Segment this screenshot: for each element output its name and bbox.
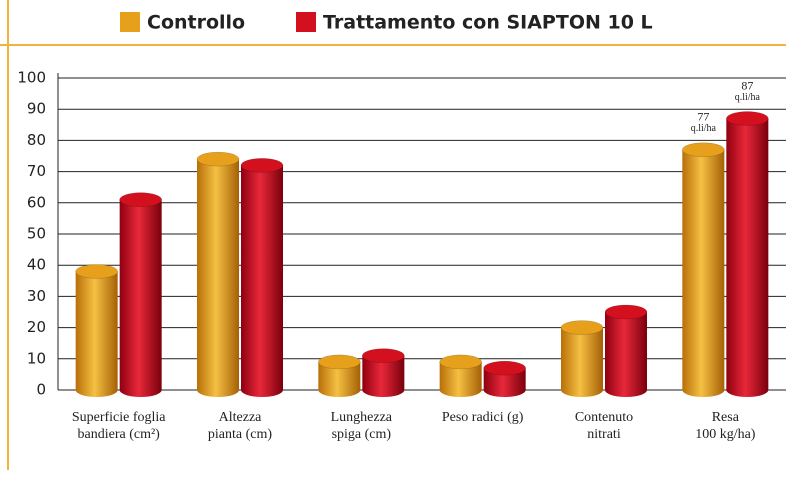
- legend-label: Controllo: [147, 12, 245, 34]
- y-tick-label: 40: [27, 256, 46, 274]
- bar-top: [362, 348, 405, 363]
- bar-body: [197, 159, 239, 390]
- bar-top: [119, 192, 162, 207]
- x-tick-label: Lunghezza: [331, 410, 393, 425]
- x-tick-label: Superficie foglia: [72, 410, 166, 425]
- bar-body: [119, 199, 162, 390]
- bar-body: [561, 327, 603, 390]
- bar: [439, 354, 482, 397]
- bar: [240, 158, 284, 397]
- x-tick-label: spiga (cm): [332, 427, 392, 442]
- bar: [75, 264, 118, 397]
- y-tick-label: 90: [27, 100, 46, 118]
- y-tick-label: 10: [27, 349, 46, 367]
- x-tick-label: Contenuto: [575, 410, 633, 425]
- x-tick-label: bandiera (cm²): [78, 427, 161, 442]
- y-tick-label: 20: [27, 318, 46, 336]
- bar-top: [604, 304, 648, 320]
- legend-swatch: [296, 12, 316, 32]
- bar: [682, 142, 725, 397]
- bar-top: [682, 142, 725, 158]
- bar: [119, 192, 162, 397]
- x-tick-label: pianta (cm): [208, 427, 272, 442]
- legend-label: Trattamento con SIAPTON 10 L: [323, 12, 653, 34]
- x-tick-label: Peso radici (g): [442, 410, 524, 425]
- bar-body: [241, 165, 283, 390]
- bar: [196, 151, 240, 397]
- bar-body: [682, 149, 725, 390]
- bar-body: [726, 118, 769, 390]
- bar-top: [240, 158, 284, 173]
- bar: [560, 320, 604, 397]
- y-tick-label: 30: [27, 287, 46, 305]
- value-label-unit: q.li/ha: [691, 123, 717, 134]
- value-label: 87: [741, 78, 753, 92]
- bar-top: [196, 151, 240, 167]
- x-tick-label: 100 kg/ha): [695, 427, 756, 442]
- bar-top: [75, 264, 118, 279]
- y-tick-label: 50: [27, 225, 46, 243]
- legend-swatch: [120, 12, 140, 32]
- bar: [604, 304, 648, 397]
- x-tick-label: Altezza: [219, 410, 263, 425]
- y-tick-label: 0: [36, 381, 46, 399]
- value-label: 77: [697, 110, 709, 124]
- bar-top: [483, 360, 526, 376]
- y-tick-label: 80: [27, 131, 46, 149]
- bar: [483, 360, 526, 397]
- bar-top: [560, 320, 604, 335]
- y-tick-label: 70: [27, 162, 46, 180]
- bar-top: [726, 111, 769, 126]
- x-tick-label: Resa: [712, 410, 740, 425]
- y-tick-label: 100: [17, 69, 46, 87]
- bar-body: [605, 312, 647, 390]
- x-tick-label: nitrati: [587, 427, 621, 442]
- bar-top: [439, 354, 482, 370]
- bar: [726, 111, 769, 397]
- bar: [318, 354, 361, 397]
- bar-body: [75, 271, 118, 390]
- y-tick-label: 60: [27, 193, 46, 211]
- bar-top: [318, 354, 361, 370]
- bar: [362, 348, 405, 397]
- value-label-unit: q.li/ha: [735, 92, 761, 103]
